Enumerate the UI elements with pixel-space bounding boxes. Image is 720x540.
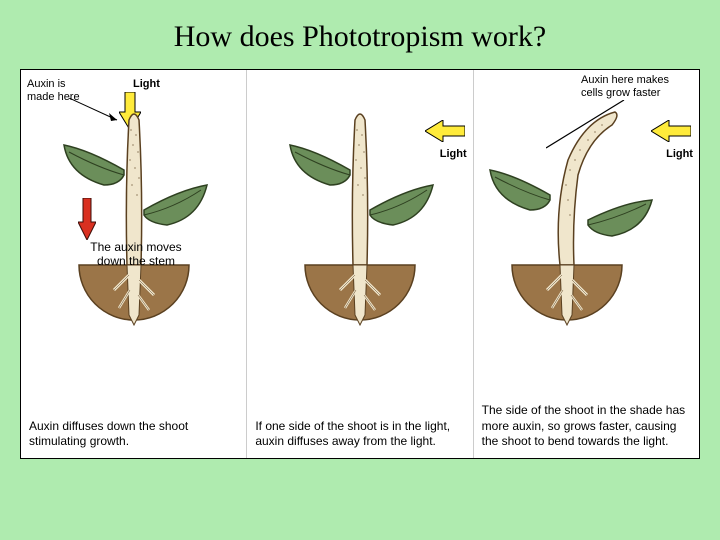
panel3-light-label: Light: [666, 148, 693, 161]
plant-bent-icon: [480, 90, 670, 360]
panel2-caption: If one side of the shoot is in the light…: [255, 419, 464, 450]
plant-straight-icon: [275, 90, 445, 360]
panel1-mid-label: The auxin movesdown the stem: [90, 240, 181, 268]
auxin-arrow-down-icon: [78, 198, 96, 240]
diagram-container: Auxin ismade here Light: [20, 69, 700, 459]
plant-straight-icon: [49, 90, 219, 360]
panel-2: Light If one side of the shoot is in the…: [247, 70, 473, 458]
page-title: How does Phototropism work?: [0, 0, 720, 69]
panel-3: Auxin here makescells grow faster Light: [474, 70, 699, 458]
panel3-caption: The side of the shoot in the shade has m…: [482, 403, 691, 450]
panel1-caption: Auxin diffuses down the shoot stimulatin…: [29, 419, 238, 450]
pointer-line-icon: [69, 98, 119, 123]
panel-1: Auxin ismade here Light: [21, 70, 247, 458]
